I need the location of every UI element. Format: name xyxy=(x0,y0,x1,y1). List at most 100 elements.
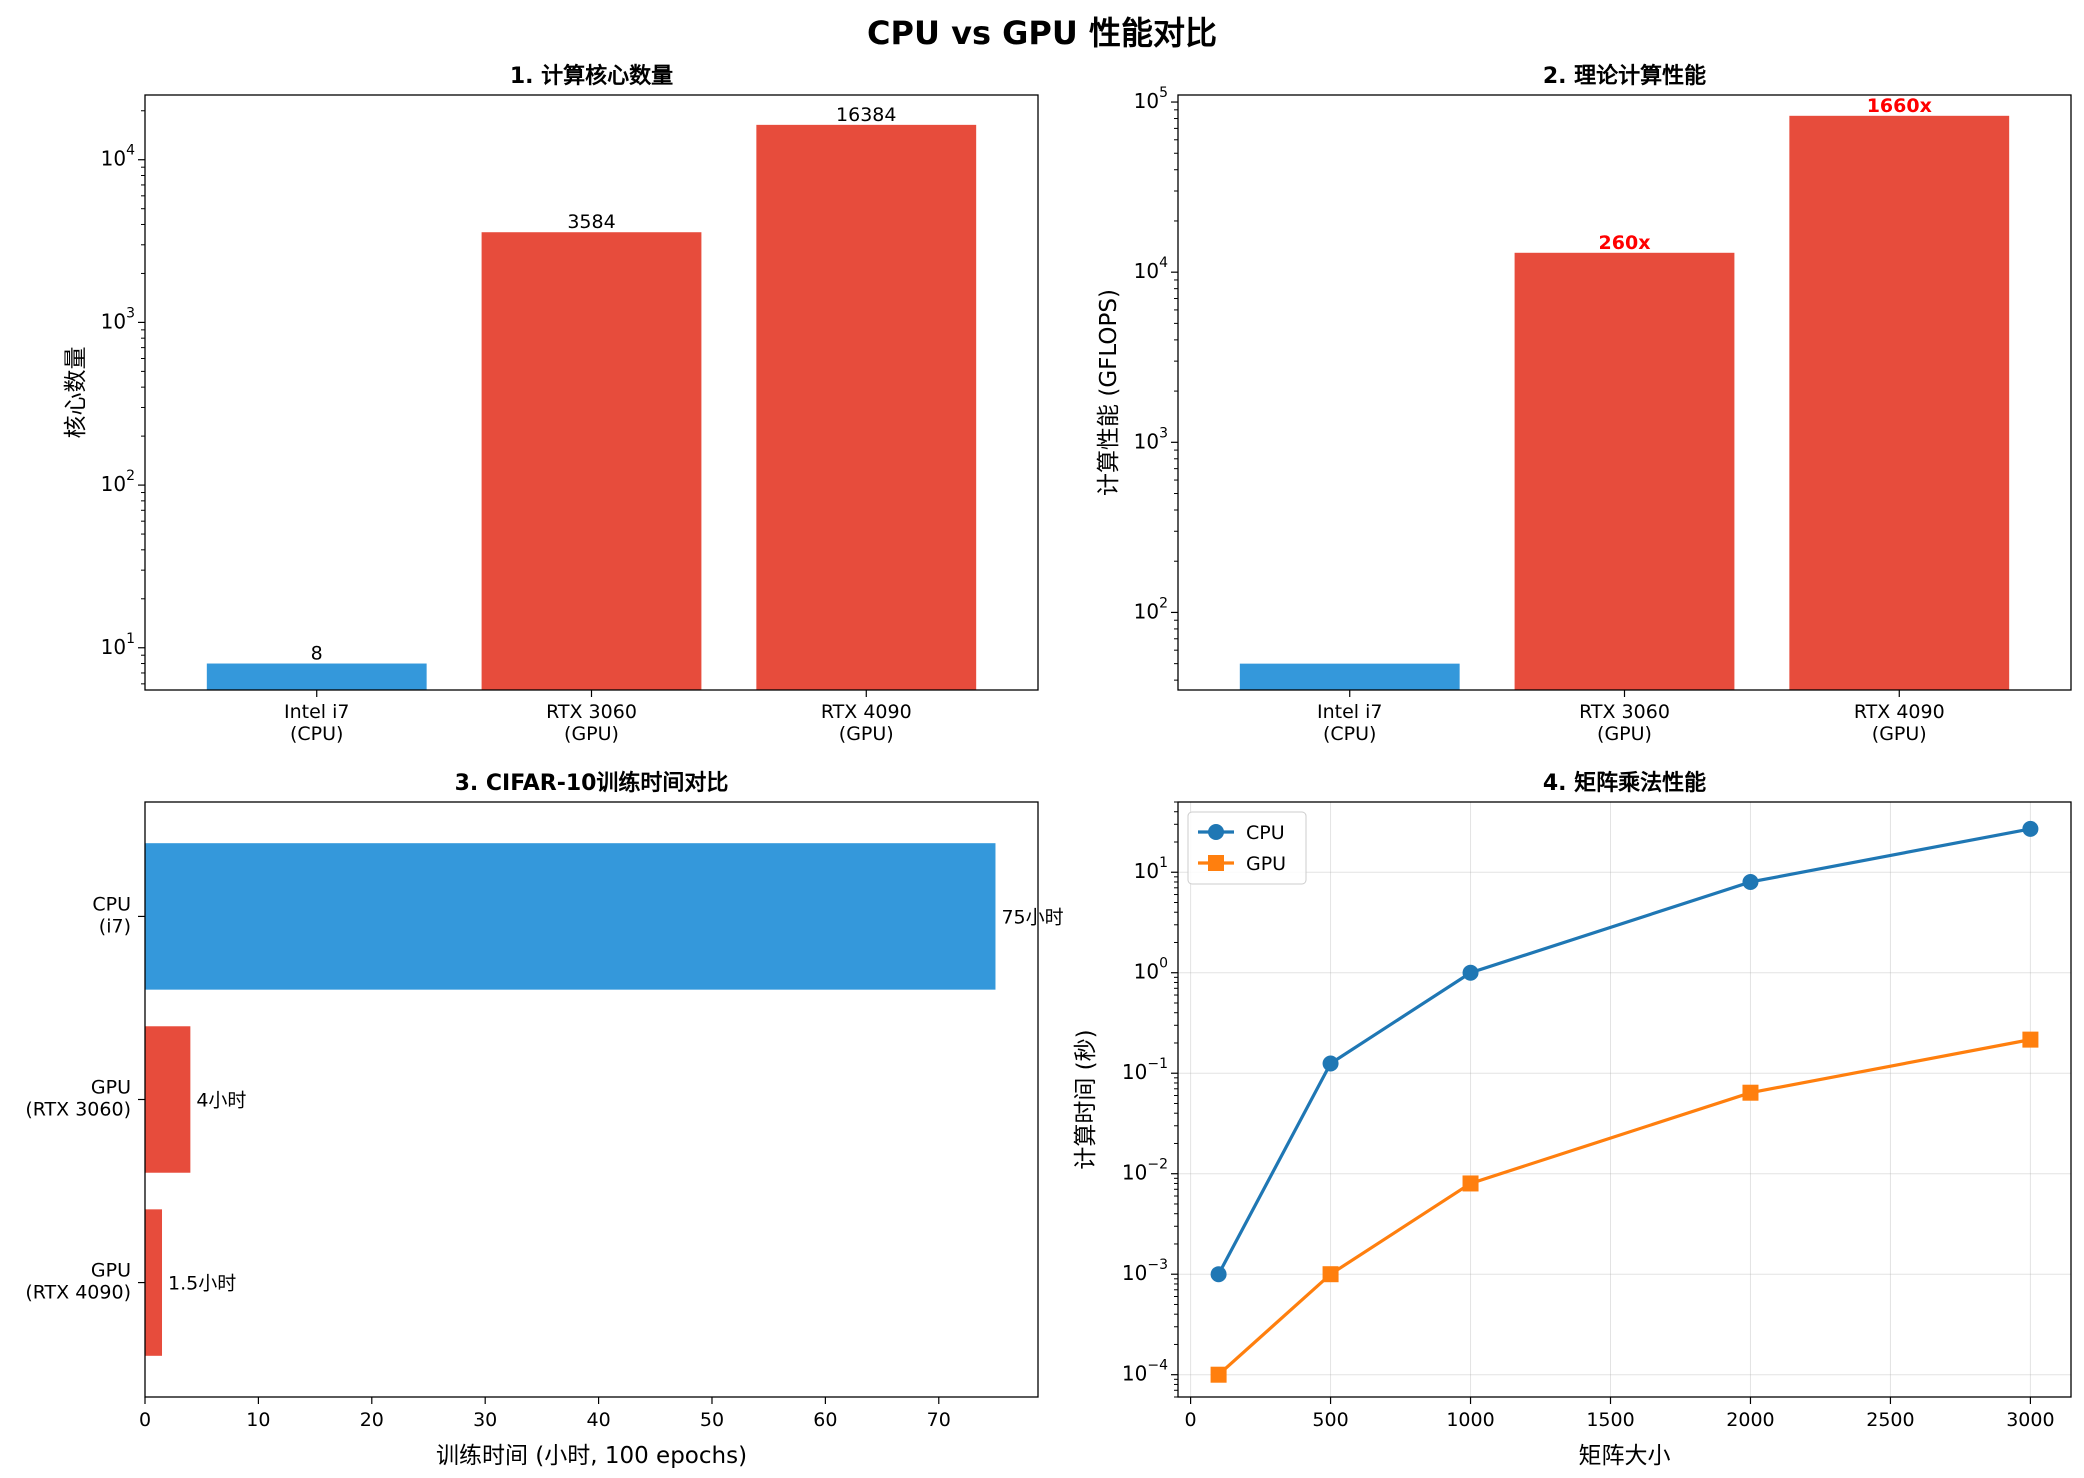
bar xyxy=(145,1209,163,1356)
y-axis-label: 计算时间 (秒) xyxy=(1073,1029,1099,1169)
x-axis-label: 矩阵大小 xyxy=(1579,1443,1671,1469)
x-tick-label: 2500 xyxy=(1866,1409,1914,1431)
y-tick-label: GPU xyxy=(91,1077,131,1099)
bar xyxy=(1514,252,1735,691)
bar xyxy=(1789,115,2010,690)
x-tick-label: 70 xyxy=(927,1409,951,1431)
y-tick-label: 105 xyxy=(1134,85,1168,113)
bar-value-label: 75小时 xyxy=(1001,906,1063,928)
x-tick-label-sub: (CPU) xyxy=(1323,723,1376,745)
x-axis-label: 训练时间 (小时, 100 epochs) xyxy=(436,1443,747,1469)
bar xyxy=(756,124,977,690)
x-tick-label: 20 xyxy=(360,1409,384,1431)
data-point xyxy=(2022,820,2039,837)
y-tick-label: 102 xyxy=(1134,595,1168,623)
x-tick-label: 30 xyxy=(473,1409,497,1431)
x-tick-label: 500 xyxy=(1312,1409,1348,1431)
legend-label: CPU xyxy=(1246,822,1285,844)
panel-title: 1. 计算核心数量 xyxy=(510,63,673,89)
x-tick-label: Intel i7 xyxy=(1317,701,1382,723)
panel-title: 3. CIFAR-10训练时间对比 xyxy=(455,770,729,796)
x-tick-label: 1500 xyxy=(1586,1409,1634,1431)
data-point xyxy=(1742,873,1759,890)
y-tick-label: GPU xyxy=(91,1260,131,1282)
x-tick-label-sub: (GPU) xyxy=(1872,723,1927,745)
bar-value-label: 4小时 xyxy=(196,1090,246,1112)
axes-frame xyxy=(1177,94,2072,691)
x-tick-label: 60 xyxy=(813,1409,837,1431)
bar-value-label: 1.5小时 xyxy=(168,1273,236,1295)
x-tick-label: 1000 xyxy=(1446,1409,1494,1431)
axes-frame xyxy=(144,801,1039,1398)
x-tick-label: 50 xyxy=(700,1409,724,1431)
data-point xyxy=(1322,1266,1339,1283)
y-tick-label-sub: (RTX 3060) xyxy=(25,1099,131,1121)
y-tick-label: 101 xyxy=(1134,855,1168,883)
data-point xyxy=(1462,1175,1479,1192)
y-tick-label: 103 xyxy=(1134,425,1168,453)
panel-matrix-multiplication: 10−4 10−3 10−2 10−1 100 101 0 500 1000 1500 2000 25… xyxy=(1073,770,2072,1469)
y-tick-label-sub: (RTX 4090) xyxy=(25,1282,131,1304)
x-tick-label: RTX 3060 xyxy=(1579,701,1670,723)
legend-marker xyxy=(1208,855,1224,871)
data-point xyxy=(1322,1055,1339,1072)
data-point xyxy=(1742,1084,1759,1101)
bar-value-label: 260x xyxy=(1599,232,1651,254)
x-tick-label: 40 xyxy=(586,1409,610,1431)
x-tick-label-sub: (GPU) xyxy=(839,723,894,745)
y-tick-label: 104 xyxy=(1134,255,1168,283)
data-point xyxy=(1462,964,1479,981)
series-line-cpu xyxy=(1217,827,2031,1275)
y-tick-label-sub: (i7) xyxy=(99,915,131,937)
y-tick-label: 10−2 xyxy=(1122,1157,1168,1185)
y-tick-label: 103 xyxy=(101,305,135,333)
x-tick-label-sub: (CPU) xyxy=(290,723,343,745)
x-tick-label: 10 xyxy=(246,1409,270,1431)
bar xyxy=(206,663,427,690)
y-tick-label: 10−4 xyxy=(1122,1358,1168,1386)
bar-value-label: 3584 xyxy=(567,211,615,233)
series-line-gpu xyxy=(1217,1038,2031,1376)
y-tick-label: 100 xyxy=(1134,956,1168,984)
panel-title: 4. 矩阵乘法性能 xyxy=(1543,770,1706,796)
y-tick-label: CPU xyxy=(92,893,131,915)
y-axis-label: 核心数量 xyxy=(63,347,89,439)
bar-value-label: 8 xyxy=(311,643,323,665)
x-tick-label: Intel i7 xyxy=(284,701,349,723)
bar xyxy=(145,843,996,990)
y-tick-label: 101 xyxy=(101,631,135,659)
y-tick-label: 10−3 xyxy=(1122,1257,1168,1285)
y-axis-label: 计算性能 (GFLOPS) xyxy=(1096,289,1122,496)
bar-value-label: 16384 xyxy=(836,104,896,126)
x-tick-label: 0 xyxy=(139,1409,151,1431)
bar xyxy=(1239,663,1460,690)
axes-frame xyxy=(1177,801,2072,1398)
panel-title: 2. 理论计算性能 xyxy=(1543,63,1706,89)
y-tick-label: 104 xyxy=(101,143,135,171)
legend-label: GPU xyxy=(1246,853,1286,875)
x-tick-label: RTX 4090 xyxy=(821,701,912,723)
y-tick-label: 102 xyxy=(101,468,135,496)
x-tick-label: RTX 3060 xyxy=(546,701,637,723)
x-tick-label: 3000 xyxy=(2006,1409,2054,1431)
figure-title: CPU vs GPU 性能对比 xyxy=(867,14,1217,52)
axes-frame xyxy=(144,94,1039,691)
data-point xyxy=(1210,1366,1227,1383)
data-point xyxy=(1210,1266,1227,1283)
x-tick-label: 2000 xyxy=(1726,1409,1774,1431)
x-tick-label: RTX 4090 xyxy=(1854,701,1945,723)
x-tick-label: 0 xyxy=(1185,1409,1197,1431)
bar-value-label: 1660x xyxy=(1867,95,1932,117)
legend: CPU GPU xyxy=(1187,811,1307,885)
data-point xyxy=(2022,1031,2039,1048)
x-tick-label-sub: (GPU) xyxy=(1597,723,1652,745)
legend-marker xyxy=(1208,824,1224,840)
bar xyxy=(481,232,702,690)
x-tick-label-sub: (GPU) xyxy=(564,723,619,745)
y-tick-label: 10−1 xyxy=(1122,1056,1168,1084)
bar xyxy=(145,1026,191,1173)
